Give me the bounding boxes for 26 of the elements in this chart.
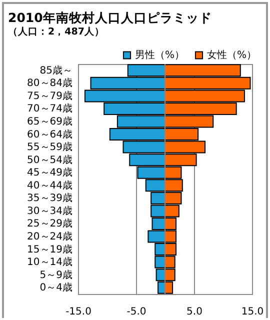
y-tick-label: 85歳～ [40, 64, 72, 76]
y-tick-label: 10～14歳 [27, 256, 72, 268]
y-tick-label: 70～74歳 [27, 102, 72, 115]
y-tick-label: 25～29歳 [27, 218, 72, 230]
y-tick-label: 5～9歳 [40, 268, 72, 281]
x-tick-label: 5.0 [186, 306, 202, 318]
legend-label: 男性（%） [135, 49, 185, 62]
x-tick-label: 15.0 [241, 306, 264, 318]
y-tick-label: 55～59歳 [27, 141, 72, 154]
y-tick-label: 60～64歳 [27, 128, 72, 140]
y-tick-label: 75～79歳 [27, 90, 72, 102]
chart-title: 2010年南牧村人口人口ピラミッド [8, 10, 212, 25]
y-tick-label: 65～69歳 [27, 116, 72, 128]
x-tick-label: -5.0 [126, 306, 146, 318]
y-tick-label: 0～4歳 [40, 282, 72, 294]
y-tick-label: 50～54歳 [27, 154, 72, 166]
x-tick-label: -15.0 [66, 306, 92, 318]
y-tick-label: 40～44歳 [27, 179, 72, 192]
y-tick-label: 30～34歳 [27, 204, 72, 217]
y-tick-label: 15～19歳 [27, 243, 72, 256]
legend-label: 女性（%） [207, 49, 257, 62]
y-tick-label: 45～49歳 [27, 166, 72, 179]
y-tick-label: 80～84歳 [27, 77, 72, 90]
chart-subtitle: （人口：2，487人） [8, 26, 104, 38]
y-tick-label: 20～24歳 [27, 230, 72, 242]
y-tick-label: 35～39歳 [27, 192, 72, 204]
